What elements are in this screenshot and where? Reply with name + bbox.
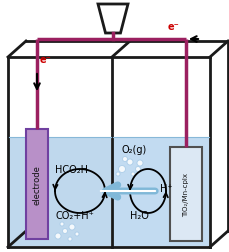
Circle shape bbox=[135, 167, 140, 172]
Text: TiO₂/Mn-cplx: TiO₂/Mn-cplx bbox=[182, 172, 188, 216]
Circle shape bbox=[131, 172, 134, 176]
Text: H₂O: H₂O bbox=[129, 210, 148, 220]
Text: O₂(g): O₂(g) bbox=[121, 144, 147, 154]
Circle shape bbox=[60, 222, 64, 226]
Circle shape bbox=[115, 172, 120, 176]
Polygon shape bbox=[9, 137, 111, 246]
Circle shape bbox=[126, 159, 132, 165]
Polygon shape bbox=[98, 5, 128, 34]
Circle shape bbox=[55, 233, 61, 239]
Circle shape bbox=[68, 237, 72, 241]
Circle shape bbox=[136, 160, 142, 166]
Text: electrode: electrode bbox=[32, 164, 41, 204]
Circle shape bbox=[62, 229, 67, 234]
Circle shape bbox=[122, 157, 127, 162]
Polygon shape bbox=[112, 137, 208, 246]
Circle shape bbox=[75, 232, 79, 236]
Circle shape bbox=[69, 224, 75, 230]
Text: e⁻: e⁻ bbox=[167, 22, 179, 32]
Text: CO₂+H⁺: CO₂+H⁺ bbox=[55, 210, 93, 220]
Polygon shape bbox=[169, 147, 201, 241]
Text: HCO₂H: HCO₂H bbox=[55, 164, 88, 174]
Text: H⁺: H⁺ bbox=[159, 183, 172, 193]
Circle shape bbox=[118, 166, 125, 173]
Polygon shape bbox=[26, 130, 48, 239]
Text: e⁻: e⁻ bbox=[40, 55, 52, 65]
